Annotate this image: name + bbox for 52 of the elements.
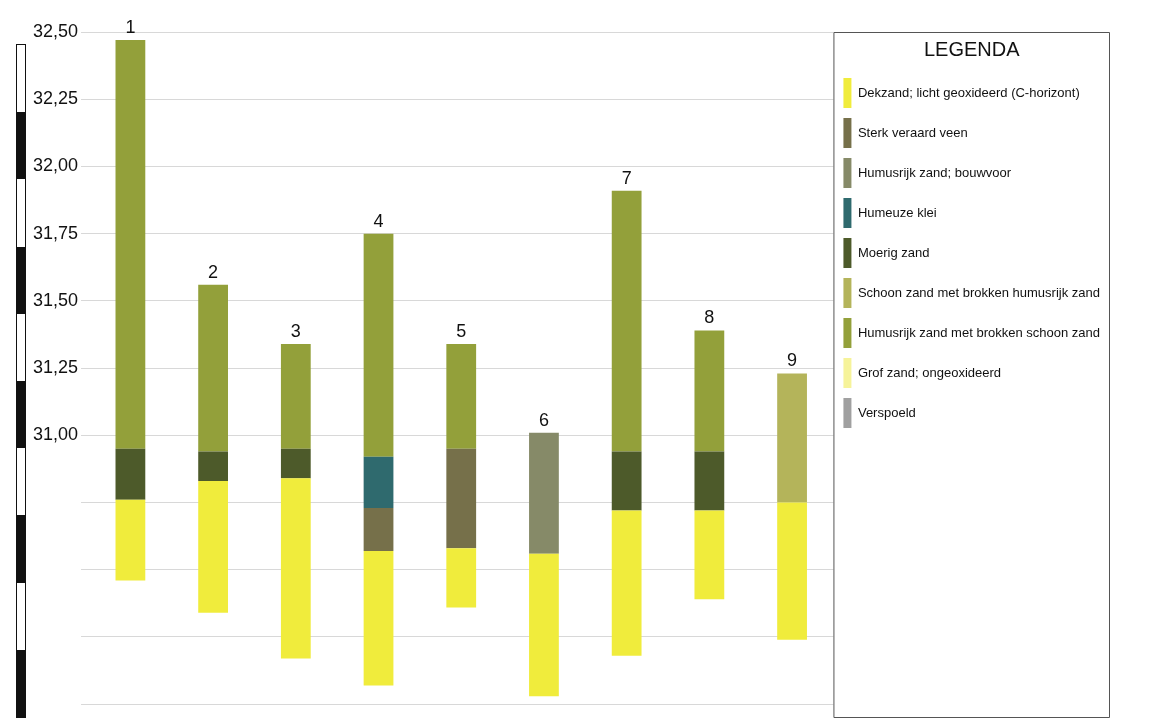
bar [115, 499, 146, 581]
y-tick-label: 31,75 [33, 222, 79, 243]
bar [198, 481, 228, 613]
x-tick-label: 6 [538, 409, 549, 430]
legend-label: Grof zand; ongeoxideerd [857, 364, 1002, 380]
bar [611, 510, 642, 656]
y-tick-label: 31,00 [33, 424, 79, 445]
bar [363, 233, 394, 457]
bar [363, 456, 394, 508]
legend-label: Humusrijk zand; bouwvoor [857, 164, 1012, 180]
y-tick-label: 32,25 [33, 88, 79, 109]
legend-label: Humusrijk zand met brokken schoon zand [857, 324, 1100, 340]
bar [363, 507, 394, 551]
legend-label: Moerig zand [857, 244, 930, 260]
y-tick-label: 31,25 [33, 357, 79, 378]
x-tick-label: 9 [787, 350, 798, 371]
bar [529, 553, 559, 697]
bar [446, 448, 477, 549]
bar [280, 448, 311, 479]
legend-title: LEGENDA [923, 37, 1021, 60]
bar [446, 548, 477, 608]
bar [280, 478, 311, 659]
legend-label: Sterk veraard veen [857, 124, 968, 140]
legend-label: Dekzand; licht geoxideerd (C-horizont) [857, 84, 1080, 100]
x-tick-label: 4 [373, 210, 384, 231]
bar [611, 190, 642, 452]
bar [363, 550, 394, 686]
bar [694, 451, 725, 511]
x-tick-label: 8 [704, 307, 715, 328]
bar [694, 510, 725, 600]
legend-label: Humeuze klei [857, 204, 937, 220]
y-tick-label: 31,50 [33, 289, 79, 310]
y-tick-label: 32,00 [33, 155, 79, 176]
legend-label: Verspoeld [857, 404, 916, 420]
bar [446, 343, 477, 449]
legend-label: Schoon zand met brokken humusrijk zand [857, 284, 1100, 300]
x-tick-label: 2 [208, 261, 219, 282]
x-tick-label: 1 [125, 17, 136, 38]
x-tick-label: 7 [621, 167, 632, 188]
bar [694, 330, 725, 452]
bar [777, 373, 807, 503]
y-tick-label: 32,50 [33, 20, 79, 41]
bar [198, 451, 228, 482]
x-tick-label: 3 [290, 320, 301, 341]
bar [280, 343, 311, 449]
bar [611, 451, 642, 511]
bar [115, 40, 146, 449]
bar [777, 502, 807, 640]
bar [198, 284, 228, 452]
x-tick-label: 5 [456, 320, 467, 341]
bar [529, 432, 559, 554]
bar [115, 448, 146, 500]
